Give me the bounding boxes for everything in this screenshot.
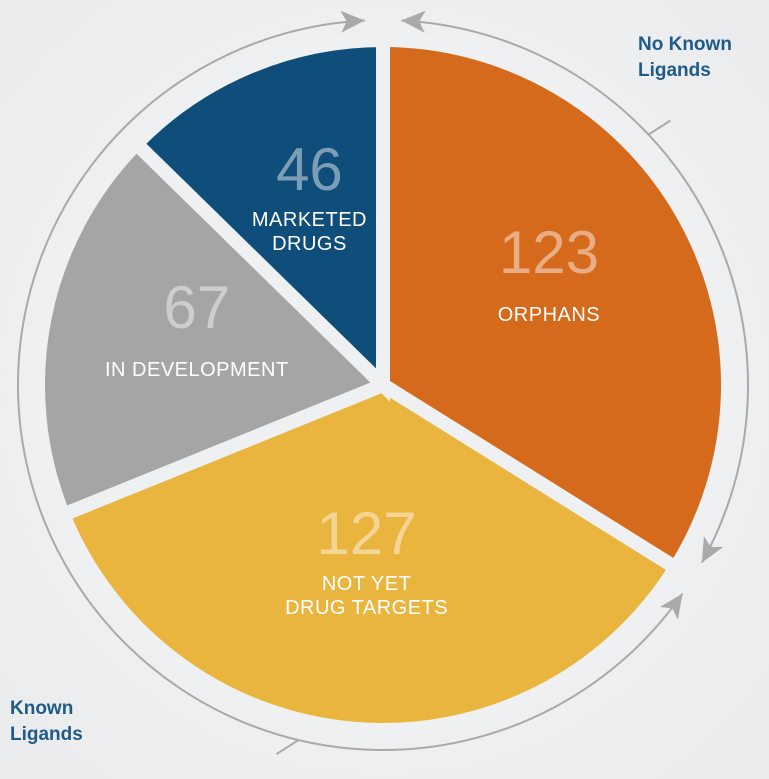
value-label: 46 — [276, 136, 343, 204]
leader-line — [275, 739, 300, 755]
pie-slice — [31, 133, 396, 524]
arrowhead — [340, 10, 365, 33]
pie-slice — [126, 32, 390, 402]
arrowhead — [401, 10, 426, 33]
value-label: 123 — [498, 218, 599, 286]
category-label: IN DEVELOPMENT — [104, 359, 289, 382]
value-label: 67 — [163, 274, 231, 342]
pie-slice — [54, 377, 686, 737]
leader-line — [647, 119, 672, 136]
annotation: Known Ligands — [10, 698, 83, 745]
annotation: No Known Ligands — [638, 34, 732, 81]
ring-arc — [401, 19, 749, 564]
category-label: ORPHANS — [497, 303, 601, 326]
arrowhead — [701, 536, 724, 563]
ring-arc — [17, 19, 684, 751]
category-label: MARKETED DRUGS — [251, 209, 367, 256]
value-label: 127 — [316, 500, 417, 568]
arrowhead — [659, 593, 683, 620]
category-label: NOT YET DRUG TARGETS — [285, 573, 449, 620]
